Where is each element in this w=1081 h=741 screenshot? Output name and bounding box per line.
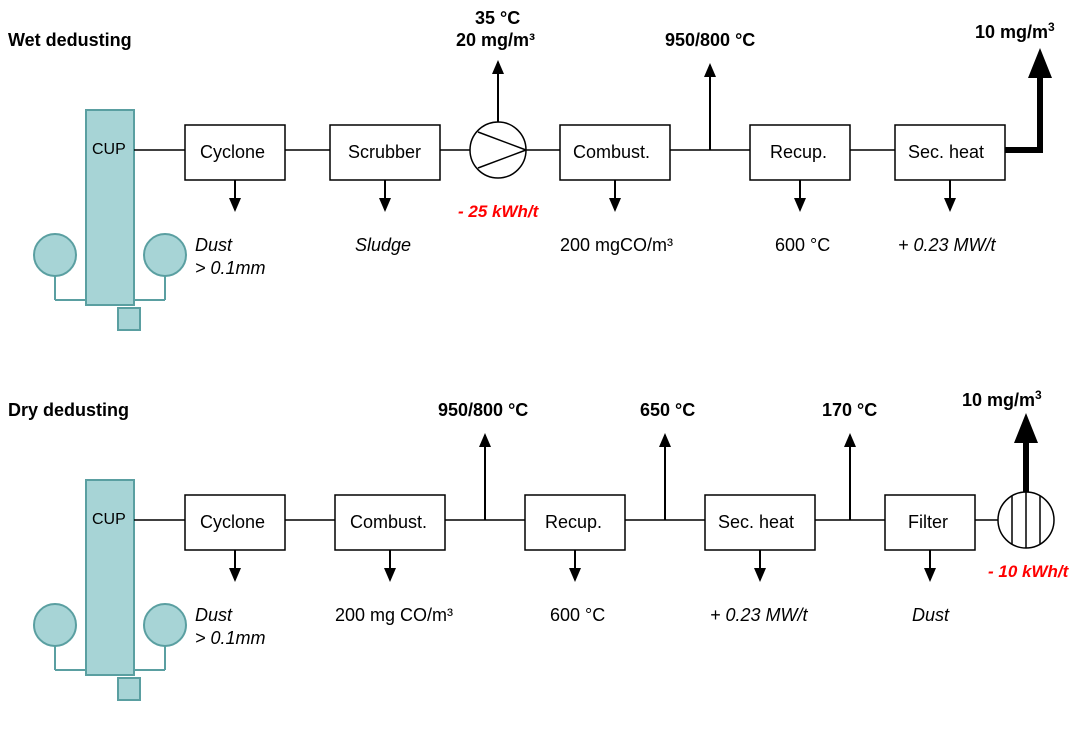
wet-fan-energy: - 25 kWh/t: [458, 202, 538, 222]
dry-recup-temp: 600 °C: [550, 605, 605, 627]
dry-recup-label: Recup.: [545, 512, 602, 534]
dry-out-right: 10 mg/m3: [962, 388, 1042, 412]
wet-scrubber-out1: 35 °C: [475, 8, 520, 30]
dry-fan-energy: - 10 kWh/t: [988, 562, 1068, 582]
wet-cup-label: CUP: [92, 140, 126, 159]
dry-combust-up: 950/800 °C: [438, 400, 528, 422]
wet-fan-icon: [470, 122, 526, 178]
dry-combust-label: Combust.: [350, 512, 427, 534]
dry-dust1: Dust: [195, 605, 232, 627]
wet-sludge: Sludge: [355, 235, 411, 257]
dry-secheat-up: 170 °C: [822, 400, 877, 422]
wet-recup-label: Recup.: [770, 142, 827, 164]
wet-dust2: > 0.1mm: [195, 258, 266, 280]
dry-co: 200 mg CO/m³: [335, 605, 453, 627]
wet-recup-temp: 600 °C: [775, 235, 830, 257]
wet-title: Wet dedusting: [8, 30, 132, 52]
wet-combust-label: Combust.: [573, 142, 650, 164]
wet-secheat-label: Sec. heat: [908, 142, 984, 164]
wet-co: 200 mgCO/m³: [560, 235, 673, 257]
wet-scrubber-label: Scrubber: [348, 142, 421, 164]
wet-out-right: 10 mg/m3: [975, 20, 1055, 44]
dry-filter-out: Dust: [912, 605, 949, 627]
dry-filter-label: Filter: [908, 512, 948, 534]
dry-cup-label: CUP: [92, 510, 126, 529]
dry-secheat-label: Sec. heat: [718, 512, 794, 534]
wet-scrubber-out2: 20 mg/m³: [456, 30, 535, 52]
dry-recup-up: 650 °C: [640, 400, 695, 422]
wet-secheat-energy: + 0.23 MW/t: [898, 235, 996, 257]
wet-combust-up: 950/800 °C: [665, 30, 755, 52]
wet-cyclone-label: Cyclone: [200, 142, 265, 164]
dry-dust2: > 0.1mm: [195, 628, 266, 650]
dry-fan-icon: [998, 492, 1054, 548]
dry-secheat-energy: + 0.23 MW/t: [710, 605, 808, 627]
wet-dust1: Dust: [195, 235, 232, 257]
dry-cyclone-label: Cyclone: [200, 512, 265, 534]
diagram-svg: [0, 0, 1081, 741]
dry-title: Dry dedusting: [8, 400, 129, 422]
